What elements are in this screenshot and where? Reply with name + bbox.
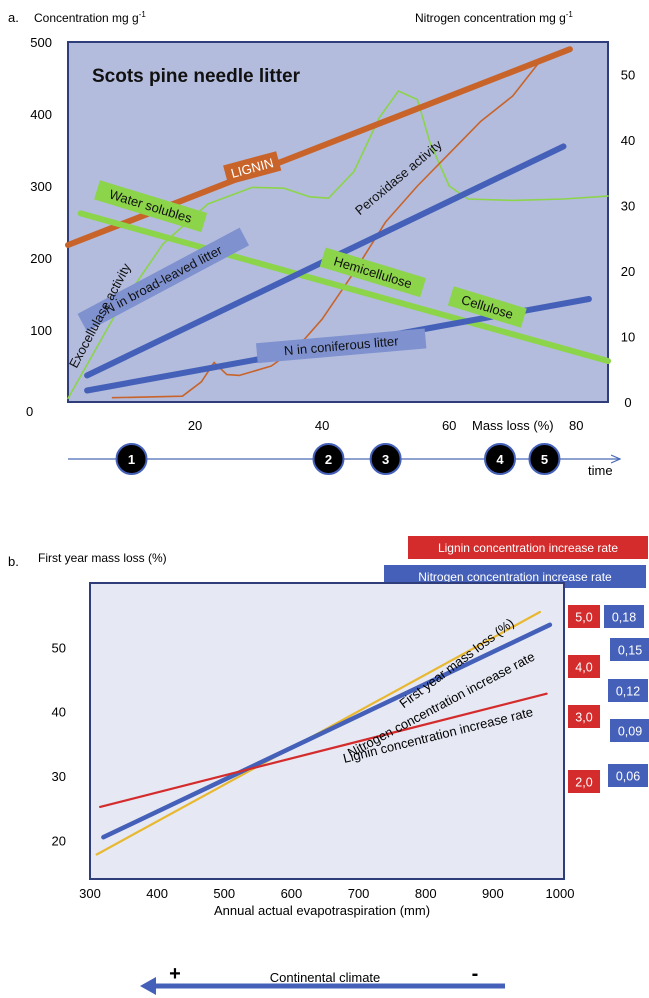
right-axis-title: Nitrogen concentration mg g-1 [415, 10, 573, 25]
x-axis-tick-label: 40 [315, 418, 329, 433]
stage-marker-4 [484, 443, 516, 475]
lignin-rate-label: 3,0 [575, 711, 592, 725]
series-label-box-water-solubles [94, 180, 208, 233]
panel-a-title: Scots pine needle litter [92, 66, 301, 87]
panel-b-letter: b. [8, 554, 19, 569]
nitrogen-rate-box [608, 764, 648, 787]
climate-label: Continental climate [270, 970, 381, 985]
panel-b: b. First year mass loss (%) Lignin conce… [8, 536, 649, 995]
legend-lignin-label: Lignin concentration increase rate [438, 541, 618, 555]
left-axis-tick-label: 500 [30, 35, 52, 50]
climate-arrow-head [140, 977, 156, 995]
right-axis-tick-label: 40 [621, 133, 635, 148]
lignin-rate-label: 4,0 [575, 661, 592, 675]
stage-marker-label: 2 [325, 452, 332, 467]
stage-marker-1 [115, 443, 148, 475]
nitrogen-rate-label: 0,12 [616, 685, 640, 699]
panel-b-x-tick-label: 900 [482, 886, 504, 901]
series-line-peroxidase-activity [111, 62, 539, 399]
nitrogen-rate-label: 0,09 [618, 725, 642, 739]
panel-b-series [95, 610, 553, 856]
panel-a-letter: a. [8, 10, 19, 25]
series-label-box-n-in-broad-leaved-litter [77, 227, 250, 332]
stage-marker-2 [312, 443, 345, 475]
lignin-rate-box [568, 605, 600, 628]
legend-nitrogen-label: Nitrogen concentration increase rate [418, 570, 612, 584]
time-label: time [588, 463, 613, 478]
series-line-lignin-concentration-increase-rate [99, 692, 548, 808]
climate-plus: + [169, 963, 181, 985]
left-axis-tick-label: 300 [30, 179, 52, 194]
panel-b-y-tick-label: 30 [52, 769, 66, 784]
panel-b-y-tick-label: 40 [52, 705, 66, 720]
panel-b-x-tick-label: 500 [213, 886, 235, 901]
right-axis-tick-label: 10 [621, 330, 635, 345]
series-label-box-hemicellulose [319, 247, 427, 298]
stage-marker-label: 4 [496, 452, 504, 467]
nitrogen-rate-label: 0,18 [612, 611, 636, 625]
lignin-rate-label: 2,0 [575, 776, 592, 790]
series-label-lignin: LIGNIN [223, 151, 282, 185]
right-axis-tick-label: 20 [621, 264, 635, 279]
nitrogen-rate-box [610, 719, 649, 742]
series-line-exocellulase-activity [67, 90, 609, 400]
lignin-rate-box [568, 770, 600, 793]
panel-b-y-tick-label: 20 [52, 833, 66, 848]
lignin-rate-label: 5,0 [575, 611, 592, 625]
stage-marker-label: 1 [128, 452, 135, 467]
right-axis-tick-label: 30 [621, 199, 635, 214]
origin-tick-label: 0 [26, 404, 33, 419]
panel-b-x-axis-title: Annual actual evapotraspiration (mm) [214, 903, 430, 918]
nitrogen-rate-label: 0,06 [616, 770, 640, 784]
stage-markers: 1 2 3 4 5 [115, 443, 561, 475]
series-label-box-n-in-coniferous-litter [256, 328, 427, 364]
lignin-rate-box [568, 655, 600, 678]
series-line-water-solubles [77, 210, 611, 364]
left-axis-tick-label: 400 [30, 107, 52, 122]
nitrogen-rate-label: 0,15 [618, 644, 642, 658]
right-axis-ticks: 0 10 20 30 40 50 [621, 68, 635, 410]
stage-marker-label: 5 [541, 452, 548, 467]
lignin-rate-box [568, 705, 600, 728]
stage-marker-3 [369, 443, 402, 475]
left-axis-tick-label: 200 [30, 251, 52, 266]
panel-a: a. Concentration mg g-1 Nitrogen concent… [8, 10, 635, 478]
series-line-nitrogen-concentration-increase-rate [101, 622, 553, 840]
legend-lignin-box [408, 536, 648, 559]
panel-b-y-ticks: 20 30 40 50 [52, 640, 66, 848]
nitrogen-rate-box [608, 679, 648, 702]
series-label-box-lignin [223, 151, 282, 185]
x-axis-tick-label: 60 [442, 418, 456, 433]
nitrogen-rate-box [610, 638, 649, 661]
x-axis-title: Mass loss (%) [472, 418, 554, 433]
x-axis-ticks: 20 40 60 80 [188, 418, 584, 433]
panel-b-x-ticks: 300 400 500 600 700 800 900 1000 [79, 886, 574, 901]
rate-scales: 5,0 4,0 3,0 2,0 0,18 0,15 0,12 0,09 0,06 [568, 605, 649, 793]
panel-b-x-tick-label: 700 [348, 886, 370, 901]
panel-b-x-tick-label: 400 [146, 886, 168, 901]
x-axis-tick-label: 20 [188, 418, 202, 433]
series-label-box-cellulose [447, 286, 527, 328]
nitrogen-rate-box [604, 605, 644, 628]
panel-b-y-tick-label: 50 [52, 640, 66, 655]
panel-b-y-axis-title: First year mass loss (%) [38, 551, 167, 565]
stage-marker-label: 3 [382, 452, 389, 467]
left-axis-tick-label: 100 [30, 323, 52, 338]
left-axis-title: Concentration mg g-1 [34, 10, 146, 25]
panel-b-x-tick-label: 1000 [546, 886, 575, 901]
right-axis-tick-label: 50 [621, 68, 635, 83]
panel-b-x-tick-label: 800 [415, 886, 437, 901]
stage-marker-5 [528, 443, 561, 475]
left-axis-ticks: 100 200 300 400 500 [30, 35, 52, 338]
panel-b-x-tick-label: 600 [281, 886, 303, 901]
panel-b-x-tick-label: 300 [79, 886, 101, 901]
climate-minus: - [472, 963, 479, 985]
x-axis-tick-label: 80 [569, 418, 583, 433]
right-axis-tick-label: 0 [624, 395, 631, 410]
